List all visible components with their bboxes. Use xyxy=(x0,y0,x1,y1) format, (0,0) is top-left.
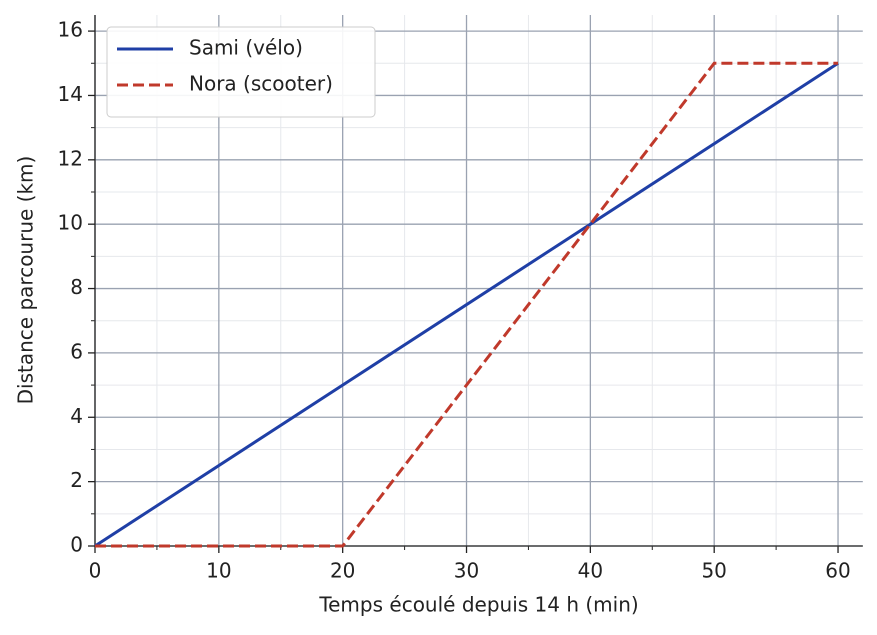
y-axis-title: Distance parcourue (km) xyxy=(14,156,38,405)
y-tick-label: 0 xyxy=(70,533,83,557)
x-tick-label: 30 xyxy=(454,559,479,583)
x-tick-label: 40 xyxy=(578,559,603,583)
y-tick-label: 14 xyxy=(58,82,83,106)
y-tick-label: 16 xyxy=(58,18,83,42)
x-tick-label: 50 xyxy=(701,559,726,583)
series-line xyxy=(94,62,839,548)
y-tick-label: 12 xyxy=(58,146,83,170)
x-axis-title: Temps écoulé depuis 14 h (min) xyxy=(318,593,638,617)
legend-label: Nora (scooter) xyxy=(189,72,333,96)
y-tick-label: 2 xyxy=(70,468,83,492)
y-tick-label: 4 xyxy=(70,404,83,428)
x-tick-label: 60 xyxy=(825,559,850,583)
y-tick-label: 6 xyxy=(70,339,83,363)
x-tick-label: 10 xyxy=(206,559,231,583)
x-tick-label: 0 xyxy=(89,559,102,583)
y-tick-label: 10 xyxy=(58,211,83,235)
x-tick-label: 20 xyxy=(330,559,355,583)
series-line xyxy=(95,61,839,548)
legend-box xyxy=(106,26,376,118)
legend-label: Sami (vélo) xyxy=(189,36,303,60)
legend: Sami (vélo) Nora (scooter) xyxy=(106,26,376,118)
y-tick-label: 8 xyxy=(70,275,83,299)
